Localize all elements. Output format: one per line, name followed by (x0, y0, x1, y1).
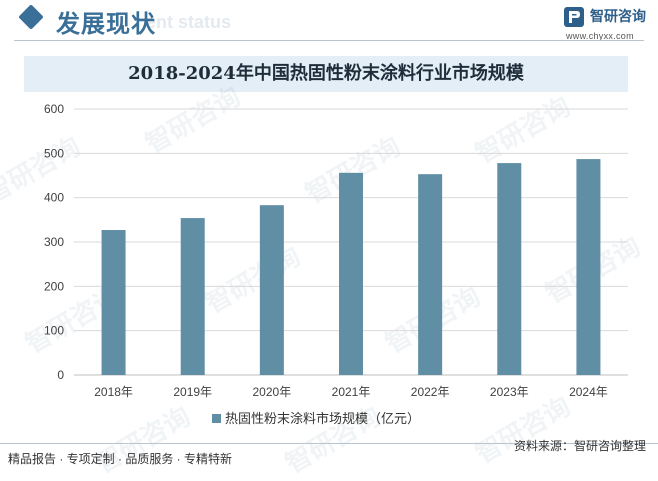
bar (101, 230, 126, 375)
y-tick-label: 500 (44, 146, 64, 160)
section-title: 发展现状 (56, 9, 156, 38)
y-tick-label: 200 (44, 279, 64, 293)
page-header: ent status 发展现状 智研咨询 www.chyxx.com (0, 0, 658, 42)
bar (497, 163, 522, 375)
x-tick-label: 2022年 (411, 385, 450, 399)
y-tick-label: 400 (44, 191, 64, 205)
bar (339, 172, 363, 375)
legend-label: 热固性粉末涂料市场规模（亿元） (225, 411, 420, 426)
footer-divider (0, 443, 658, 444)
brand-name: 智研咨询 (590, 8, 646, 24)
footer-tagline: 精品报告 · 专项定制 · 品质服务 · 专精特新 (8, 452, 232, 466)
x-tick-label: 2019年 (173, 385, 212, 399)
brand-url: www.chyxx.com (566, 31, 634, 41)
bar (418, 174, 443, 375)
chart-title-band: 2018-2024年中国热固性粉末涂料行业市场规模 (24, 56, 628, 92)
chart-title: 2018-2024年中国热固性粉末涂料行业市场规模 (128, 63, 524, 84)
x-tick-label: 2020年 (253, 385, 292, 399)
y-tick-label: 0 (57, 368, 64, 382)
x-tick-label: 2021年 (332, 385, 371, 399)
header-divider (14, 40, 644, 41)
source-note: 资料来源：智研咨询整理 (513, 439, 646, 453)
bar (180, 218, 205, 375)
x-tick-label: 2023年 (490, 385, 529, 399)
legend-swatch (212, 414, 221, 423)
y-tick-label: 300 (44, 235, 64, 249)
x-tick-label: 2018年 (94, 385, 133, 399)
bar (576, 159, 601, 375)
x-tick-label: 2024年 (569, 385, 608, 399)
y-tick-label: 600 (44, 102, 64, 116)
section-subtitle: ent status (146, 12, 232, 32)
brand-logo-icon (564, 7, 584, 27)
y-tick-label: 100 (44, 324, 64, 338)
bar (259, 205, 284, 375)
